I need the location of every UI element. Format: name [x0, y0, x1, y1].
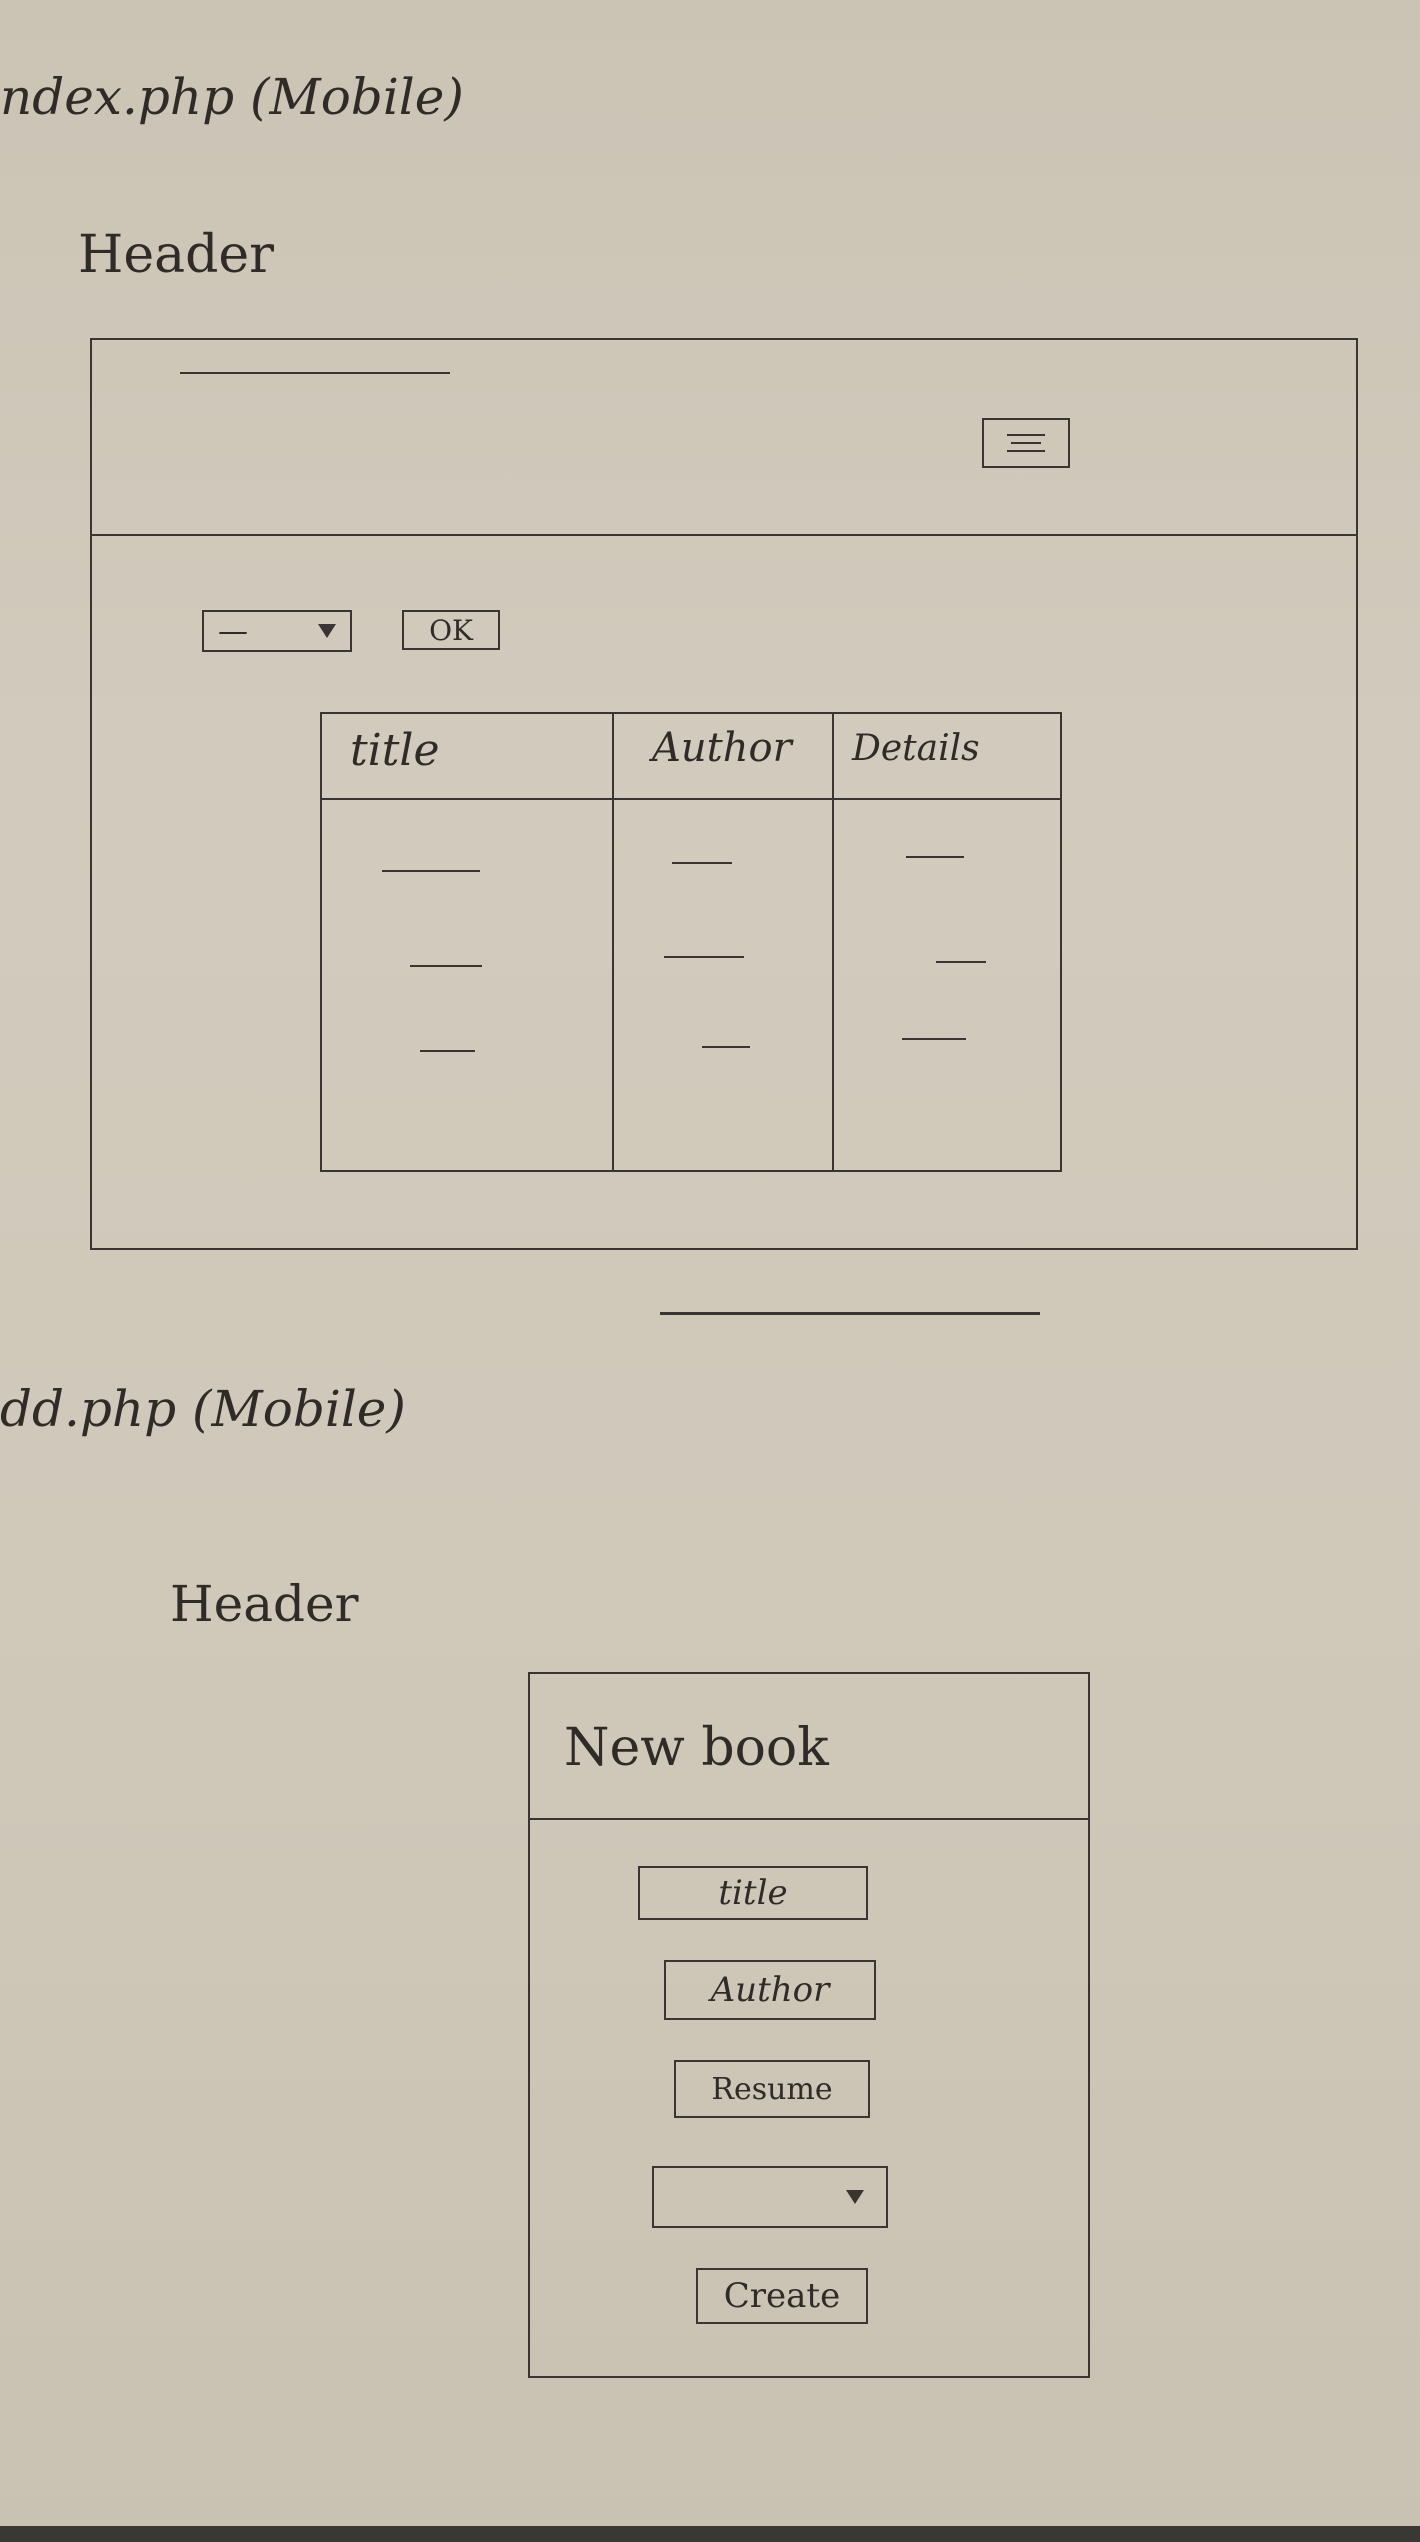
- table-cell-placeholder: [410, 965, 482, 967]
- title-input[interactable]: title: [638, 1866, 868, 1920]
- mobile-frame-add: [528, 1672, 1090, 2378]
- category-select[interactable]: [652, 2166, 888, 2228]
- table-cell-placeholder: [382, 870, 480, 872]
- table-cell-placeholder: [420, 1050, 475, 1052]
- table-cell-placeholder: [702, 1046, 750, 1048]
- form-header-divider: [528, 1818, 1090, 1820]
- form-title: New book: [564, 1718, 829, 1778]
- sketch-separator: [660, 1312, 1040, 1315]
- create-button[interactable]: Create: [696, 2268, 868, 2324]
- table-cell-placeholder: [906, 856, 964, 858]
- books-table: [320, 712, 1062, 1172]
- table-cell-placeholder: [664, 956, 744, 958]
- logo-placeholder-line: [180, 372, 450, 374]
- table-header-divider: [320, 798, 1062, 800]
- table-cell-placeholder: [902, 1038, 966, 1040]
- table-cell-placeholder: [672, 862, 732, 864]
- header-divider: [90, 534, 1358, 536]
- filter-select[interactable]: —: [202, 610, 352, 652]
- ok-button[interactable]: OK: [402, 610, 500, 650]
- section-label-header-1: Header: [78, 225, 275, 285]
- table-col-divider-2: [832, 712, 834, 1172]
- author-input[interactable]: Author: [664, 1960, 876, 2020]
- column-header-title: title: [350, 725, 440, 776]
- column-header-details: Details: [852, 728, 980, 769]
- dropdown-arrow-icon: [846, 2190, 864, 2204]
- table-cell-placeholder: [936, 961, 986, 963]
- section-label-header-2: Header: [170, 1575, 359, 1633]
- page-label-index: ndex.php (Mobile): [0, 68, 464, 126]
- filter-select-value: —: [218, 613, 248, 649]
- mobile-frame-index: [90, 338, 1358, 1250]
- column-header-author: Author: [652, 725, 792, 771]
- dropdown-arrow-icon: [318, 624, 336, 638]
- resume-input[interactable]: Resume: [674, 2060, 870, 2118]
- surface-edge: [0, 2526, 1420, 2542]
- menu-icon[interactable]: [982, 418, 1070, 468]
- table-col-divider-1: [612, 712, 614, 1172]
- page-label-add: dd.php (Mobile): [0, 1380, 406, 1438]
